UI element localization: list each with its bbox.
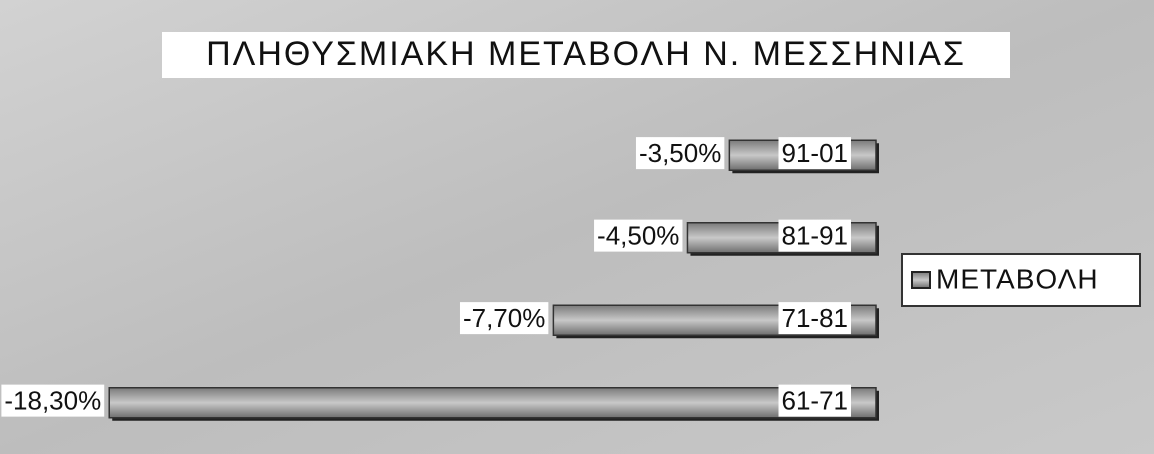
category-label: 81-91 (782, 221, 849, 251)
bar (108, 387, 877, 419)
value-label: -4,50% (597, 221, 679, 251)
chart-title: ΠΛΗΘΥΣΜΙΑΚΗ ΜΕΤΑΒΟΛΗ Ν. ΜΕΣΣΗΝΙΑΣ (206, 35, 966, 73)
value-label-background (635, 137, 725, 170)
legend-swatch (911, 271, 931, 289)
value-label: -7,70% (463, 303, 545, 333)
value-label: -18,30% (4, 386, 101, 416)
value-label-background (1, 384, 105, 417)
value-label: -3,50% (639, 138, 721, 168)
title-background (162, 32, 1010, 78)
value-label-background (594, 219, 683, 252)
category-label: 61-71 (782, 386, 849, 416)
category-label-background (778, 219, 851, 252)
category-label-background (778, 384, 851, 417)
value-label-background (459, 302, 549, 335)
category-label-background (778, 302, 851, 335)
category-label-background (778, 137, 851, 170)
legend-label: ΜΕΤΑΒΟΛΗ (936, 263, 1099, 294)
category-label: 71-81 (782, 303, 849, 333)
legend (901, 253, 1141, 307)
category-label: 91-01 (782, 138, 849, 168)
